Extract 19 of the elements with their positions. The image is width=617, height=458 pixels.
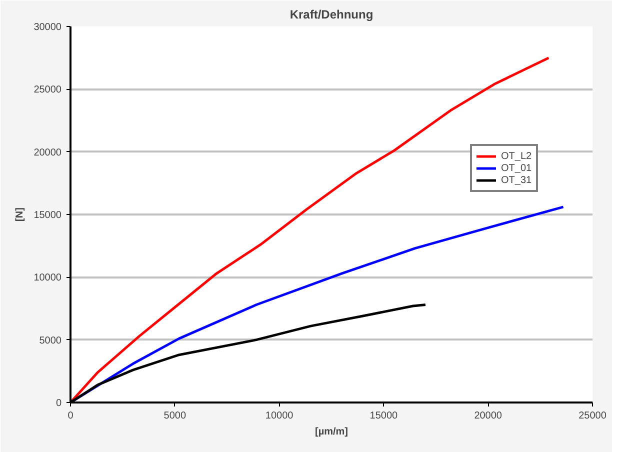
x-tick-label: 10000 <box>265 410 294 422</box>
y-tick-label: 25000 <box>34 84 62 96</box>
legend-label: OT_01 <box>501 162 532 174</box>
x-tick-label: 0 <box>68 410 74 422</box>
legend-label: OT_31 <box>501 174 532 186</box>
x-tick-label: 15000 <box>370 410 398 422</box>
x-tick-label: 20000 <box>474 410 502 422</box>
y-tick-label: 10000 <box>34 272 62 284</box>
y-tick-label: 0 <box>56 398 62 409</box>
chart-title: Kraft/Dehnung <box>290 8 374 22</box>
x-tick-label: 25000 <box>578 410 607 422</box>
y-axis-title: [N] <box>14 208 26 222</box>
y-tick-label: 20000 <box>34 147 62 158</box>
legend-label: OT_L2 <box>501 150 532 162</box>
y-tick-label: 30000 <box>34 22 62 33</box>
y-tick-label: 5000 <box>39 335 62 346</box>
x-tick-label: 5000 <box>164 410 186 422</box>
x-axis-title: [µm/m] <box>315 426 348 438</box>
y-tick-label: 15000 <box>34 210 62 221</box>
